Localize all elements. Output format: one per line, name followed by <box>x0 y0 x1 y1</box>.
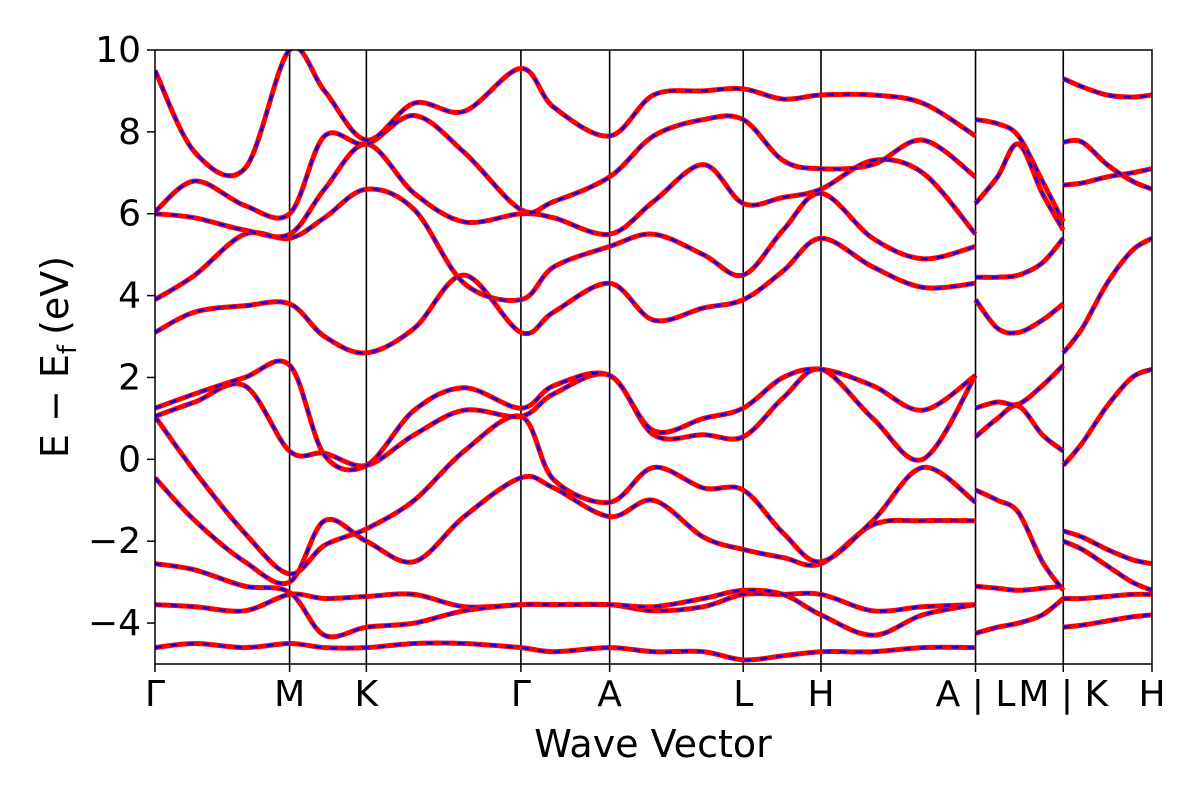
band-line-blue-dashed <box>975 118 1065 223</box>
y-tick-label: 10 <box>95 30 141 71</box>
band-line-blue-dashed <box>1062 540 1152 592</box>
band-line-blue-dashed <box>155 414 977 576</box>
y-axis-label-unit: (eV) <box>33 256 77 335</box>
x-tick-label: Γ <box>511 674 531 715</box>
band-line-red <box>1063 591 1152 602</box>
band-line-red <box>1062 166 1152 188</box>
y-axis-ticks: −4 −2 0 2 4 6 8 10 <box>88 30 155 644</box>
band-line-blue-dashed <box>155 237 976 355</box>
y-tick-label: 2 <box>118 357 141 398</box>
y-axis-label-main: E − E <box>33 354 77 458</box>
band-line-blue-dashed <box>155 187 976 302</box>
band-line-blue-dashed <box>155 114 977 220</box>
y-axis-label-subscript: f <box>53 344 83 354</box>
x-tick-label: L <box>733 674 753 715</box>
x-tick-label: H <box>807 674 834 715</box>
band-line-blue-dashed <box>1062 237 1152 354</box>
band-line-red <box>155 561 977 640</box>
band-line-red <box>1062 612 1152 630</box>
band-line-blue-dashed <box>1062 529 1152 565</box>
band-line-red <box>155 113 978 221</box>
band-line-blue-dashed <box>974 488 1065 592</box>
band-line-blue-dashed <box>155 50 977 177</box>
band-line-blue-dashed <box>975 237 1065 279</box>
y-tick-label: 6 <box>118 194 141 235</box>
x-tick-label: A | L <box>936 674 1016 715</box>
band-line-red <box>975 236 1066 280</box>
band-line-red <box>155 640 976 663</box>
band-line-red <box>974 363 1066 411</box>
band-line-red <box>973 298 1065 336</box>
band-line-blue-dashed <box>155 142 977 239</box>
x-tick-label: K <box>355 674 380 715</box>
band-line-red <box>973 403 1065 454</box>
plot-frame <box>154 49 1153 665</box>
band-line-red <box>155 186 977 303</box>
y-axis-label: E − Ef (eV) <box>33 256 83 458</box>
band-line-red <box>155 235 976 356</box>
high-symmetry-lines <box>288 50 1065 664</box>
y-tick-label: 4 <box>118 276 141 317</box>
band-line-blue-dashed <box>155 367 977 468</box>
band-line-red <box>155 50 977 179</box>
band-line-blue-dashed <box>1063 139 1152 191</box>
band-line-red <box>155 141 978 240</box>
x-axis-label: Wave Vector <box>534 722 772 766</box>
band-line-red <box>1062 76 1152 100</box>
band-line-red <box>974 596 1065 636</box>
x-tick-label: M | K <box>1018 674 1109 715</box>
y-tick-label: −2 <box>88 521 141 562</box>
band-line-blue-dashed <box>155 641 976 662</box>
x-tick-label: M <box>274 674 305 715</box>
band-line-red <box>975 583 1064 593</box>
y-tick-label: 0 <box>118 439 141 480</box>
y-tick-label: 8 <box>118 112 141 153</box>
band-line-blue-dashed <box>974 142 1065 231</box>
x-tick-label: A <box>597 674 622 715</box>
band-lines <box>155 50 1152 663</box>
band-line-blue-dashed <box>155 359 977 472</box>
x-tick-label: Γ <box>145 674 165 715</box>
band-line-blue-dashed <box>1062 368 1152 467</box>
band-line-red <box>974 487 1066 592</box>
y-tick-label: −4 <box>88 603 141 644</box>
band-line-blue-dashed <box>975 364 1065 410</box>
x-tick-label: H <box>1138 674 1165 715</box>
